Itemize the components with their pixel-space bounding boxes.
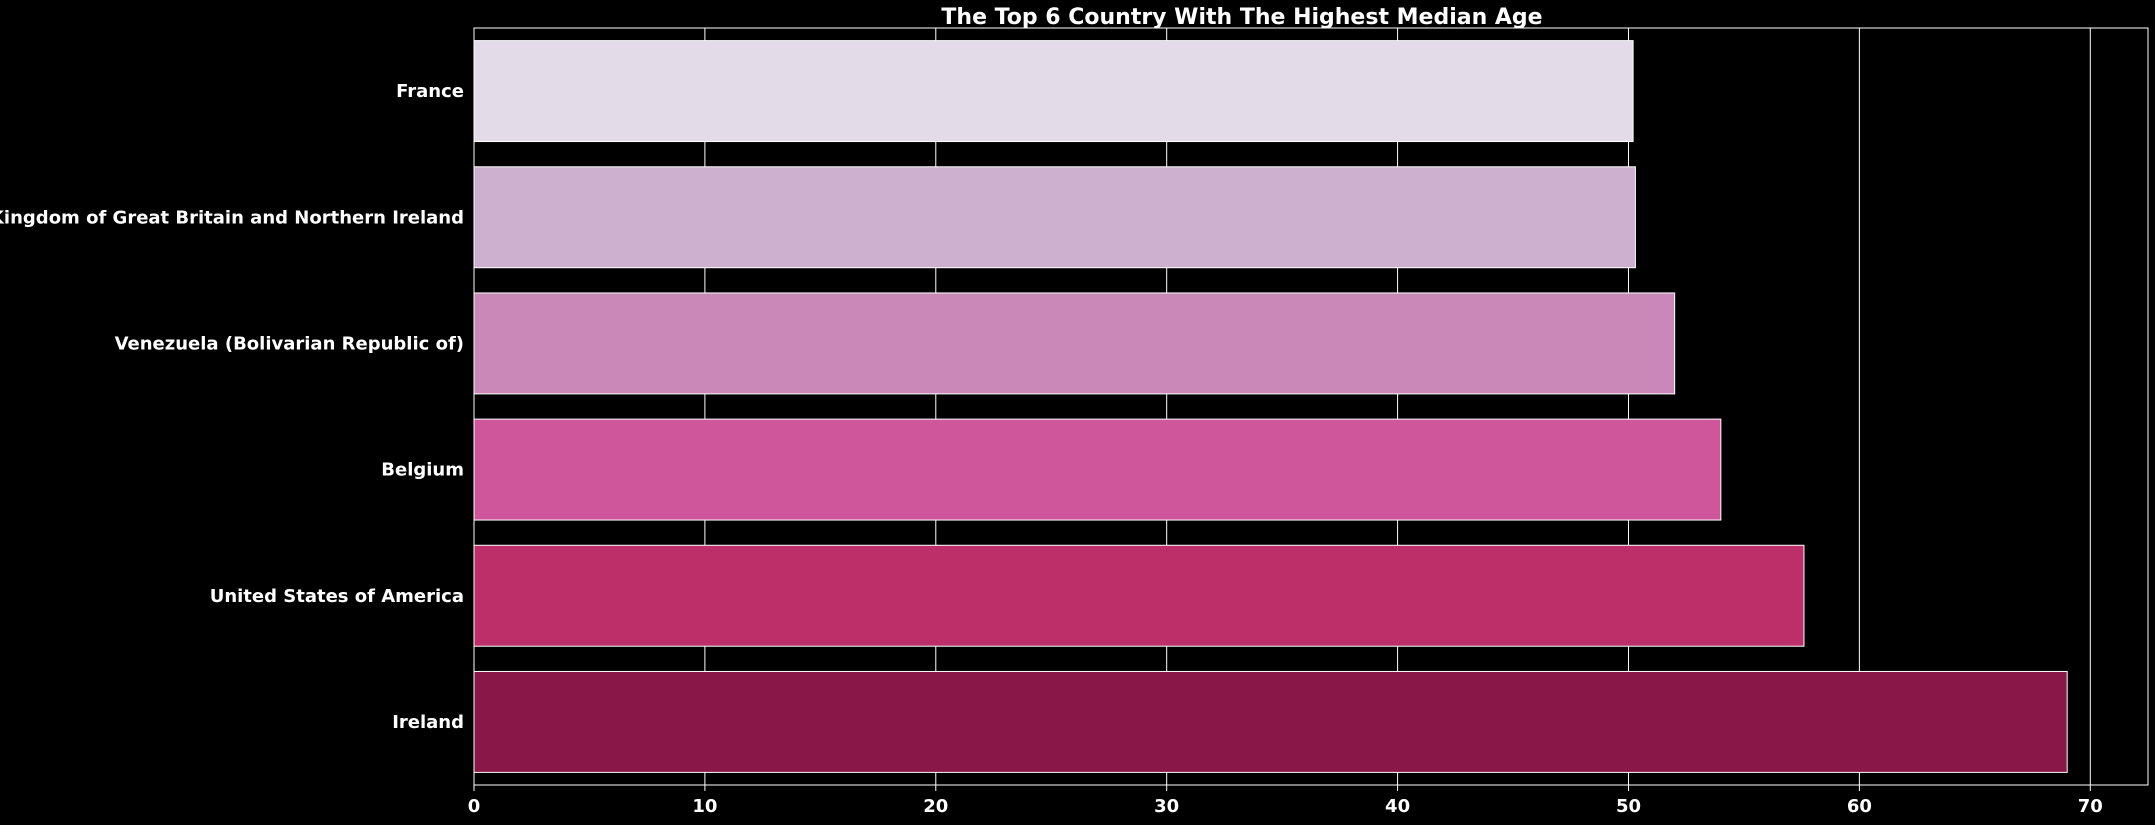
x-tick-label: 60 xyxy=(1847,796,1872,817)
x-tick-label: 40 xyxy=(1385,796,1410,817)
x-tick-label: 10 xyxy=(692,796,717,817)
category-label: Venezuela (Bolivarian Republic of) xyxy=(115,333,464,354)
plot-frame xyxy=(473,27,2149,786)
bar xyxy=(473,418,1722,521)
bar xyxy=(473,670,2068,773)
category-label: United States of America xyxy=(210,586,464,607)
category-label: United Kingdom of Great Britain and Nort… xyxy=(0,207,464,228)
x-axis-ticks: 0 10 20 30 40 50 60 70 xyxy=(468,785,2103,817)
bar xyxy=(473,40,1634,143)
gridlines xyxy=(473,28,2091,785)
category-label: France xyxy=(396,81,464,102)
x-tick-label: 20 xyxy=(923,796,948,817)
category-label: Ireland xyxy=(392,712,464,733)
x-tick-label: 0 xyxy=(468,796,481,817)
chart-title: The Top 6 Country With The Highest Media… xyxy=(941,5,1542,30)
x-tick-label: 70 xyxy=(2078,796,2103,817)
category-labels: France United Kingdom of Great Britain an… xyxy=(0,81,464,733)
bar xyxy=(473,166,1636,269)
bar xyxy=(473,544,1805,647)
bar xyxy=(473,292,1676,395)
category-label: Belgium xyxy=(381,460,464,481)
x-tick-label: 30 xyxy=(1154,796,1179,817)
x-tick-label: 50 xyxy=(1616,796,1641,817)
bars xyxy=(473,40,2068,773)
